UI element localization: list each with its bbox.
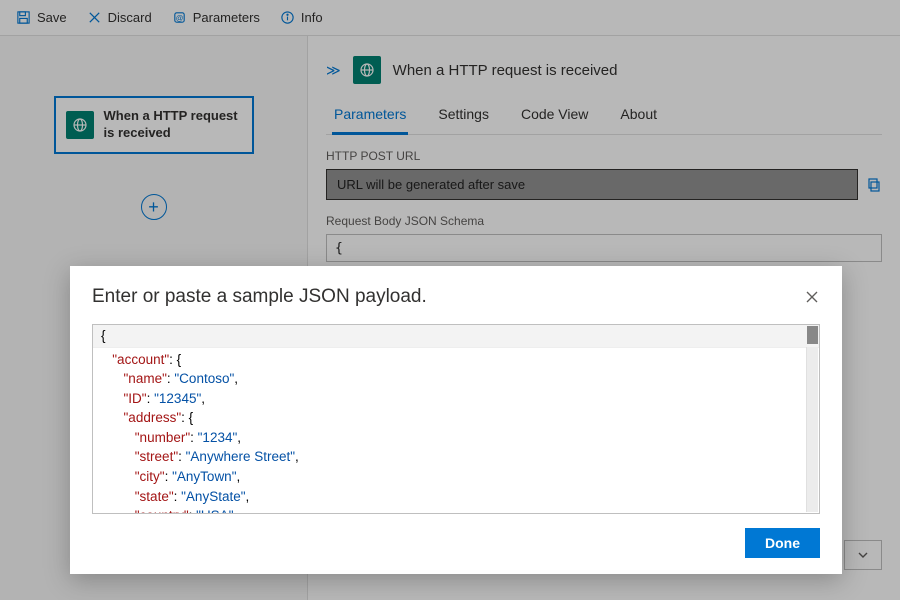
modal-close-button[interactable] xyxy=(804,289,820,305)
json-body: "account": { "name": "Contoso", "ID": "1… xyxy=(93,348,819,514)
modal-title: Enter or paste a sample JSON payload. xyxy=(92,286,427,308)
json-line: { xyxy=(93,325,819,348)
done-button[interactable]: Done xyxy=(745,528,820,558)
sample-payload-modal: Enter or paste a sample JSON payload. { … xyxy=(70,266,842,574)
json-payload-editor[interactable]: { "account": { "name": "Contoso", "ID": … xyxy=(92,324,820,514)
